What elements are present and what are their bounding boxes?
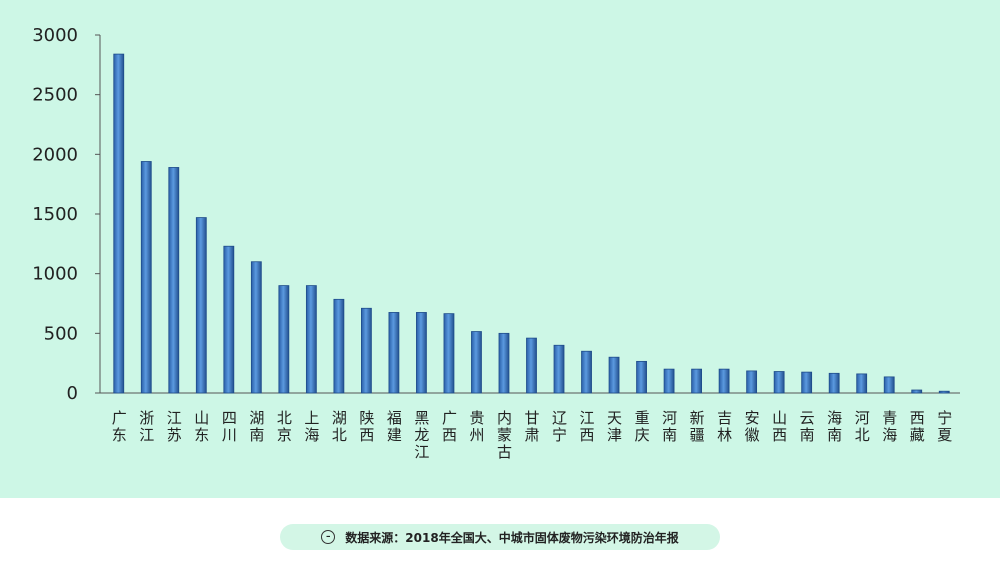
x-tick-label: 河南 — [660, 410, 678, 444]
x-tick-label: 黑龙江 — [412, 410, 430, 461]
y-tick-label: 1500 — [32, 204, 78, 225]
x-tick-label: 江西 — [578, 410, 596, 444]
bar — [801, 371, 813, 394]
bar — [636, 360, 647, 394]
x-tick-label: 福建 — [385, 410, 403, 444]
bar — [305, 285, 317, 394]
bar — [526, 337, 537, 394]
x-tick-label: 山西 — [770, 410, 788, 444]
x-tick-label: 海南 — [825, 410, 843, 444]
y-tick-label: 2000 — [32, 144, 78, 165]
x-tick-label: 西藏 — [908, 410, 926, 444]
x-tick-label: 湖北 — [330, 410, 348, 444]
x-tick-label: 山东 — [192, 410, 210, 444]
x-tick-label: 青海 — [880, 410, 898, 444]
bar — [333, 298, 345, 394]
bar — [471, 331, 482, 394]
x-tick-label: 浙江 — [137, 410, 155, 444]
x-tick-label: 湖南 — [247, 410, 265, 444]
x-tick-label: 宁夏 — [935, 410, 953, 444]
x-tick-label: 甘肃 — [523, 410, 541, 444]
bar — [691, 368, 702, 394]
bar — [581, 350, 592, 394]
caption-text: 数据来源：2018年全国大、中城市固体废物污染环境防治年报 — [345, 530, 679, 545]
bar — [883, 376, 895, 394]
x-tick-label: 四川 — [220, 410, 238, 444]
x-tick-label: 天津 — [605, 410, 623, 444]
x-tick-label: 北京 — [275, 410, 293, 444]
x-tick-label: 安徽 — [743, 410, 761, 444]
bar — [168, 167, 180, 394]
chart: 0 500 1000 1500 2000 2500 3000 广东 浙江 江苏 山东 四川 湖南 北京 上海… — [0, 0, 1000, 498]
bar — [553, 344, 565, 394]
x-tick-label: 广东 — [110, 410, 128, 444]
x-tick-label: 新疆 — [688, 410, 706, 444]
caption-icon: – — [321, 530, 336, 544]
y-tick-label: 2500 — [32, 85, 78, 106]
bar — [278, 285, 290, 394]
bar — [911, 389, 923, 394]
bar — [773, 371, 785, 394]
y-tick-label: 3000 — [32, 25, 78, 46]
x-tick-label: 江苏 — [165, 410, 183, 444]
bar — [746, 370, 758, 394]
bar — [388, 312, 400, 394]
x-tick-label: 辽宁 — [550, 410, 568, 444]
x-tick-label: 贵州 — [467, 410, 485, 444]
x-tick-label: 内蒙古 — [495, 410, 513, 461]
y-tick-label: 500 — [44, 323, 78, 344]
bar — [608, 356, 620, 394]
bar — [663, 368, 675, 394]
bar — [718, 368, 730, 394]
caption: – 数据来源：2018年全国大、中城市固体废物污染环境防治年报 — [280, 524, 720, 550]
bar — [250, 261, 262, 394]
bar — [113, 53, 125, 394]
bar — [443, 313, 455, 394]
bar — [195, 217, 207, 394]
bar — [361, 307, 372, 394]
bar — [223, 245, 235, 394]
bar — [856, 373, 868, 394]
bar — [416, 312, 427, 394]
bar — [828, 372, 840, 394]
x-tick-label: 陕西 — [357, 410, 375, 444]
x-tick-label: 云南 — [798, 410, 816, 444]
x-tick-label: 吉林 — [715, 410, 733, 444]
bar — [938, 390, 950, 394]
x-tick-label: 河北 — [853, 410, 871, 444]
y-tick-label: 1000 — [32, 264, 78, 285]
chart-background — [0, 0, 1000, 498]
x-tick-label: 广西 — [440, 410, 458, 444]
x-tick-label: 重庆 — [633, 410, 651, 444]
y-tick-label: 0 — [67, 383, 78, 404]
x-tick-label: 上海 — [302, 410, 320, 444]
bar — [140, 161, 152, 394]
bar — [498, 332, 510, 394]
